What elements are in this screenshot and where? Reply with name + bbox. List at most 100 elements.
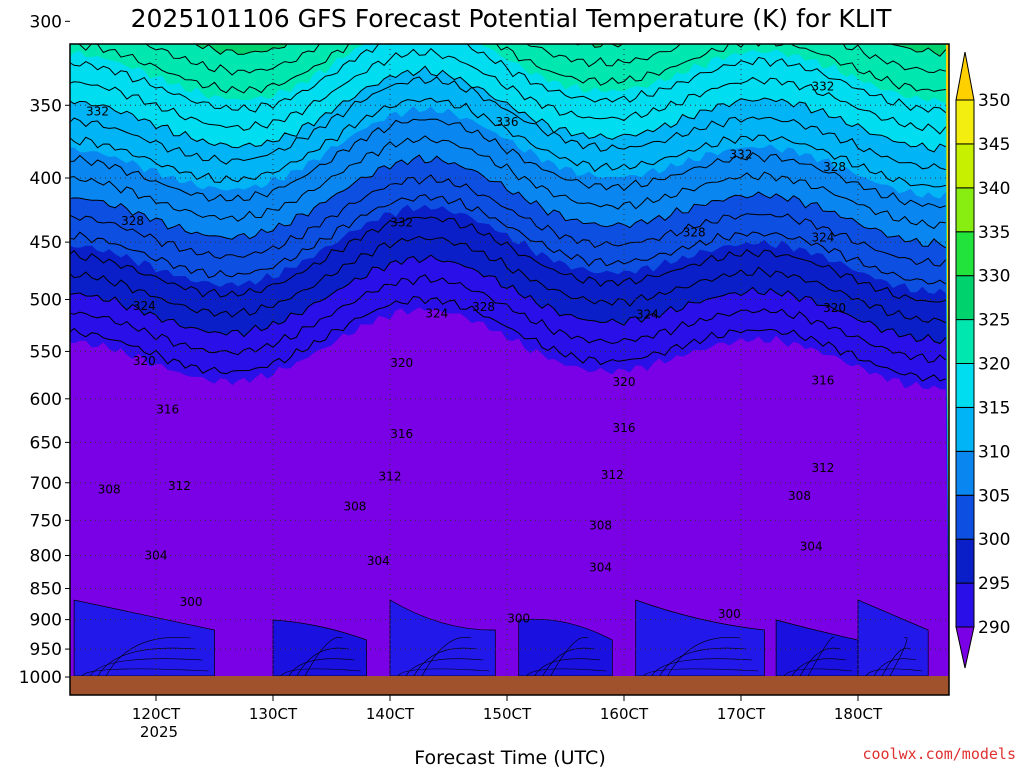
cold-pool-contour bbox=[799, 647, 841, 677]
cold-pool-contour bbox=[89, 658, 203, 677]
contour-label: 324 bbox=[636, 308, 659, 322]
y-tick-label: 700 bbox=[30, 474, 62, 494]
cold-pool-contour bbox=[550, 636, 589, 677]
colorbar-bin bbox=[955, 143, 975, 189]
y-tick-label: 900 bbox=[30, 611, 62, 631]
isentrope-320 bbox=[70, 65, 947, 153]
y-tick-label: 550 bbox=[30, 342, 62, 362]
isentrope-328 bbox=[145, 44, 946, 76]
isentrope-308 bbox=[70, 174, 947, 267]
x-tick-label: 140CT bbox=[366, 705, 415, 723]
contour-label: 312 bbox=[601, 468, 624, 482]
cold-pool-contour bbox=[397, 668, 490, 677]
cold-pool-contour bbox=[807, 636, 835, 677]
x-tick-label: 180CT bbox=[834, 705, 883, 723]
colorbar-bin bbox=[955, 51, 975, 101]
cold-pool-contour bbox=[288, 658, 355, 677]
contour-label: 304 bbox=[589, 561, 612, 575]
cold-pool-contour bbox=[667, 637, 741, 677]
isentrope-324 bbox=[70, 44, 947, 114]
cold-pool-contour bbox=[643, 668, 759, 677]
contour-label: 332 bbox=[390, 215, 413, 229]
colorbar-label: 300 bbox=[978, 530, 1010, 550]
contour-label: 312 bbox=[168, 479, 191, 493]
colorbar: 290 295 300 305 310 315 320 325 330 335 340 345 350 bbox=[955, 51, 1010, 669]
credit-link[interactable]: coolwx.com/models bbox=[862, 745, 1016, 763]
isentrope-314 bbox=[70, 118, 946, 209]
x-tick-label: 120CT bbox=[132, 705, 181, 723]
isentrope-306 bbox=[70, 194, 947, 285]
plot-area: 3443443443403403363363403403363323363323… bbox=[70, 44, 949, 695]
y-tick-label: 750 bbox=[30, 511, 62, 531]
y-tick-label: 600 bbox=[30, 390, 62, 410]
colorbar-label: 325 bbox=[978, 311, 1010, 331]
band-below-295 bbox=[70, 307, 949, 695]
colorbar-label: 320 bbox=[978, 355, 1010, 375]
y-tick-label: 400 bbox=[30, 169, 62, 189]
cold-pool-contour bbox=[542, 647, 595, 677]
cold-pool-contour bbox=[873, 658, 917, 677]
colorbar-bin bbox=[955, 406, 975, 452]
cold-pool bbox=[389, 599, 496, 677]
colorbar-bin bbox=[955, 231, 975, 277]
contour-label: 320 bbox=[133, 354, 156, 368]
contour-label: 300 bbox=[180, 595, 203, 609]
colorbar-label: 335 bbox=[978, 223, 1010, 243]
cold-pool-contour bbox=[296, 647, 349, 677]
contour-label: 332 bbox=[730, 147, 753, 161]
colorbar-label: 330 bbox=[978, 267, 1010, 287]
temperature-bands bbox=[70, 44, 949, 695]
contour-label: 324 bbox=[133, 299, 156, 313]
colorbar-bin bbox=[955, 494, 975, 540]
contour-label: 308 bbox=[589, 518, 612, 532]
grid-lines bbox=[70, 44, 949, 695]
colorbar-label: 295 bbox=[978, 574, 1010, 594]
cold-pool bbox=[518, 618, 613, 677]
time-axis: 120CT 130CT 140CT 150CT 160CT 170CT 180CT bbox=[132, 695, 883, 723]
contour-label: 316 bbox=[390, 427, 413, 441]
cold-pool bbox=[73, 599, 215, 677]
x-tick-label: 130CT bbox=[249, 705, 298, 723]
contour-label: 316 bbox=[811, 373, 834, 387]
contour-label: 320 bbox=[390, 356, 413, 370]
contour-label: 308 bbox=[788, 489, 811, 503]
isentrope-304 bbox=[70, 216, 946, 303]
contour-label: 316 bbox=[613, 421, 636, 435]
contour-label: 304 bbox=[800, 540, 823, 554]
cold-pool bbox=[635, 599, 765, 677]
x-tick-label: 170CT bbox=[717, 705, 766, 723]
cold-pool-contour bbox=[413, 647, 478, 677]
colorbar-bin bbox=[955, 626, 975, 669]
colorbar-label: 315 bbox=[978, 398, 1010, 418]
cold-pool bbox=[272, 619, 367, 677]
pressure-axis: 2503003504004505005506006507007508008509… bbox=[19, 12, 70, 688]
cold-pool-contour bbox=[304, 636, 343, 677]
cold-pool bbox=[857, 599, 929, 677]
isentrope-326 bbox=[70, 44, 946, 94]
colorbar-bin bbox=[955, 275, 975, 321]
low-level-cold-pools bbox=[73, 599, 929, 677]
cold-pool-contour bbox=[889, 636, 908, 677]
contour-label: 320 bbox=[823, 301, 846, 315]
isentrope-296 bbox=[70, 295, 946, 382]
contour-label: 328 bbox=[472, 300, 495, 314]
y-tick-label: 1000 bbox=[19, 668, 62, 688]
y-tick-label: 650 bbox=[30, 433, 62, 453]
colorbar-bin bbox=[955, 363, 975, 408]
contour-label: 300 bbox=[507, 611, 530, 625]
colorbar-label: 310 bbox=[978, 442, 1010, 462]
cold-pool-contour bbox=[534, 658, 601, 677]
y-tick-label: 950 bbox=[30, 640, 62, 660]
cold-pool-contour bbox=[97, 647, 197, 677]
colorbar-label: 345 bbox=[978, 135, 1010, 155]
cold-pool-contour bbox=[105, 637, 191, 677]
cold-pool-contour bbox=[421, 636, 472, 677]
y-tick-label: 850 bbox=[30, 579, 62, 599]
contour-label: 304 bbox=[145, 548, 168, 562]
x-tick-label: 160CT bbox=[600, 705, 649, 723]
contour-label: 312 bbox=[811, 461, 834, 475]
contour-label: 316 bbox=[156, 403, 179, 417]
colorbar-label: 350 bbox=[978, 91, 1010, 111]
isentrope-310 bbox=[70, 154, 947, 249]
